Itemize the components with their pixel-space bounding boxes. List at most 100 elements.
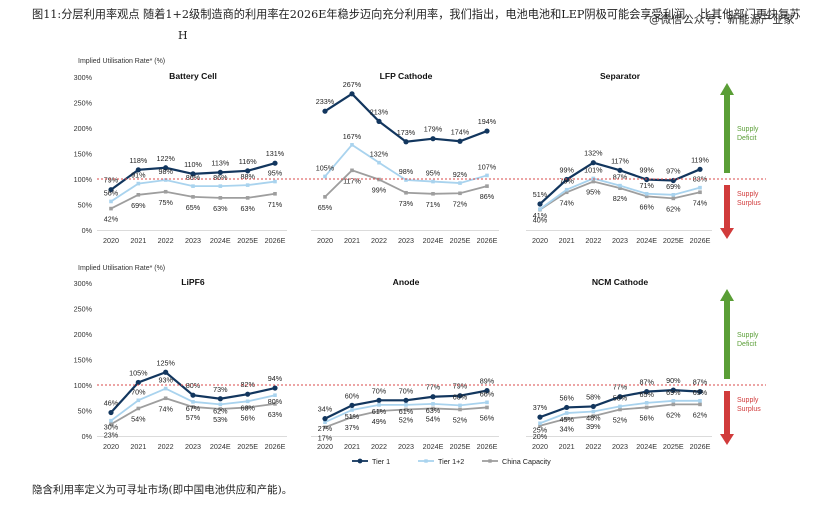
data-point-tier12 (698, 185, 702, 190)
chart-title: Battery Cell (169, 71, 217, 81)
data-label-tier12: 93% (158, 376, 173, 385)
data-point-tier12 (671, 193, 676, 197)
chart-panel-battery-cell: Battery Cell 0% 50% 100% 150% 200% 250% 300% 202… (74, 71, 287, 245)
data-label-tier1: 82% (240, 380, 255, 389)
data-point-tier12 (591, 409, 596, 414)
chart-title: Anode (393, 277, 420, 287)
data-point-tier12 (350, 143, 354, 147)
data-point-tier1 (537, 414, 543, 420)
data-label-china: 63% (268, 410, 283, 419)
data-label-china: 20% (533, 432, 548, 441)
data-point-tier1 (245, 168, 251, 174)
data-point-tier1 (644, 389, 650, 395)
data-label-china: 65% (318, 203, 333, 212)
data-label-china: 82% (613, 194, 628, 203)
data-point-tier12 (191, 400, 195, 404)
data-point-tier12 (109, 418, 113, 423)
x-tick-label: 2023 (398, 236, 414, 245)
data-point-china (136, 406, 141, 411)
y-axis-label: Implied Utilisation Rate* (%) (78, 265, 165, 272)
supply-surplus-label: Surplus (737, 200, 761, 207)
data-label-china: 34% (559, 425, 574, 434)
data-label-tier12: 79% (559, 177, 574, 186)
data-point-china (273, 402, 277, 406)
data-point-tier1 (617, 394, 623, 400)
data-label-tier1: 233% (316, 97, 335, 106)
data-label-tier12: 98% (399, 167, 414, 176)
x-tick-label: 2026E (265, 236, 286, 245)
chart-panel-ncm-cathode: NCM Cathode 2020 2021 2022 2023 2024E 2025E 202… (526, 277, 712, 451)
data-label-tier1: 58% (586, 392, 601, 401)
y-tick-label: 250% (74, 99, 93, 108)
data-label-china: 49% (372, 417, 387, 426)
data-point-china (644, 405, 649, 410)
data-point-tier12 (698, 399, 702, 403)
data-point-tier12 (404, 403, 408, 407)
data-point-tier1 (697, 166, 703, 172)
data-point-tier12 (485, 400, 489, 405)
data-point-tier12 (245, 399, 250, 404)
data-label-china: 72% (453, 199, 468, 208)
data-label-tier1: 51% (533, 190, 548, 199)
x-tick-label: 2020 (103, 442, 119, 451)
data-label-tier1: 97% (666, 167, 681, 176)
data-point-tier1 (403, 397, 409, 403)
data-label-tier1: 77% (613, 383, 628, 392)
data-label-china: 71% (426, 200, 441, 209)
data-point-tier12 (377, 160, 381, 165)
data-label-tier1: 173% (397, 128, 416, 137)
data-label-tier12: 95% (268, 169, 283, 178)
y-tick-label: 300% (74, 73, 93, 82)
x-tick-label: 2022 (371, 442, 387, 451)
data-point-tier1 (349, 402, 355, 408)
data-label-china: 74% (158, 404, 173, 413)
data-label-china: 39% (586, 422, 601, 431)
data-label-tier1: 37% (533, 403, 548, 412)
chart-panel-lipf6: LiPF6 0% 50% 100% 150% 200% 250% 300% 2020 2021 20… (74, 277, 287, 451)
data-point-tier1 (163, 369, 169, 375)
legend-label-china: China Capacity (502, 457, 551, 466)
x-tick-label: 2023 (185, 442, 201, 451)
x-tick-label: 2025E (663, 442, 684, 451)
data-label-china: 62% (693, 410, 708, 419)
y-tick-label: 200% (74, 330, 93, 339)
data-label-china: 63% (240, 204, 255, 213)
x-tick-label: 2026E (690, 442, 711, 451)
data-point-china (485, 405, 489, 410)
x-tick-label: 2021 (344, 236, 360, 245)
chart-title: LiPF6 (181, 277, 205, 287)
data-point-china (245, 405, 250, 410)
data-label-china: 57% (186, 413, 201, 422)
data-point-tier1 (322, 108, 328, 114)
y-tick-label: 50% (78, 407, 93, 416)
data-point-china (191, 405, 195, 409)
data-label-tier1: 131% (266, 149, 285, 158)
data-label-tier1: 79% (104, 176, 119, 185)
x-tick-label: 2023 (612, 236, 628, 245)
y-tick-label: 100% (74, 381, 93, 390)
data-point-china (564, 190, 569, 195)
data-label-tier1: 73% (213, 385, 228, 394)
chart-panel-separator: Separator 2020 2021 2022 2023 2024E 2025E 2026E… (526, 71, 712, 245)
legend-label-tier1: Tier 1 (372, 457, 390, 466)
data-point-china (698, 402, 702, 407)
data-point-tier1 (163, 165, 169, 171)
data-point-tier1 (349, 91, 355, 97)
data-label-tier1: 179% (424, 125, 443, 134)
data-point-china (191, 195, 195, 199)
footnote: 隐含利用率定义为可寻址市场(即中国电池供应和产能)。 (32, 484, 293, 496)
data-point-tier1 (217, 169, 223, 175)
data-label-tier12: 30% (104, 423, 119, 432)
data-label-tier1: 117% (611, 156, 629, 165)
data-label-tier12: 56% (104, 188, 119, 197)
data-point-tier1 (272, 385, 278, 391)
data-label-tier12: 91% (131, 171, 146, 180)
data-point-tier12 (109, 199, 113, 204)
data-point-tier1 (537, 201, 543, 207)
data-point-tier12 (404, 178, 408, 182)
data-point-tier12 (431, 179, 435, 184)
data-label-china: 66% (639, 202, 654, 211)
data-point-tier1 (135, 167, 141, 173)
supply-deficit-arrow (720, 289, 734, 379)
supply-surplus-label: Supply (737, 397, 759, 404)
